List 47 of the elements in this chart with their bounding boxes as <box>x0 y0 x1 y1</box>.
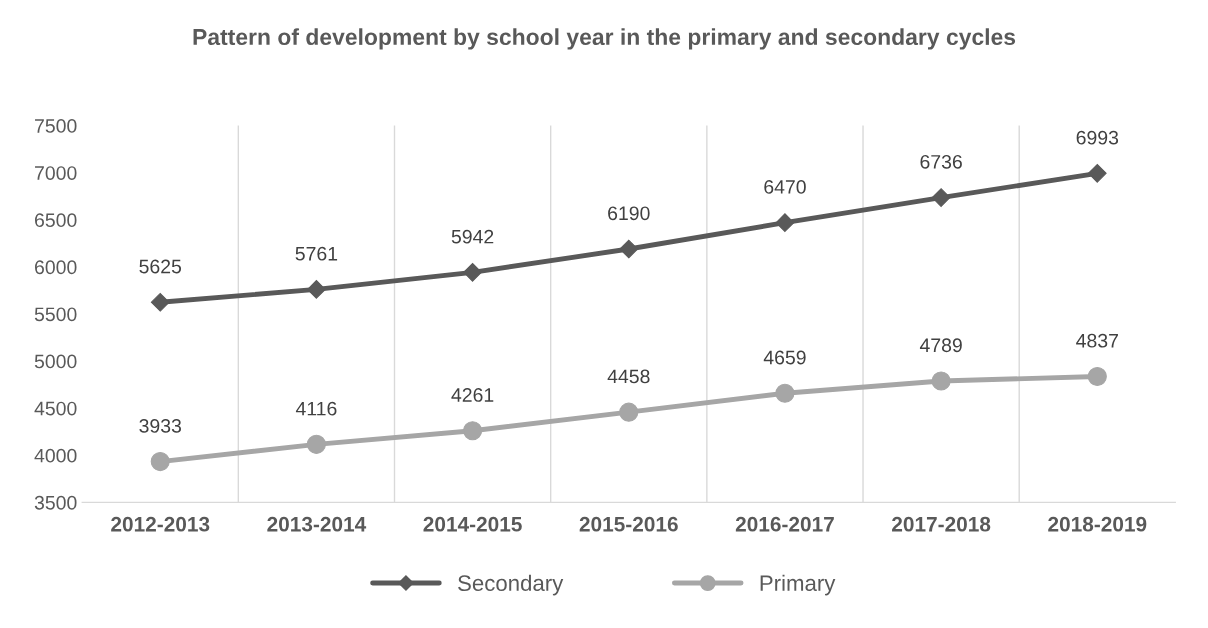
point <box>775 383 795 403</box>
point <box>931 371 951 391</box>
point <box>619 239 639 259</box>
legend-label: Secondary <box>458 574 564 596</box>
data-label: 6470 <box>764 180 806 194</box>
data-label: 4837 <box>1076 333 1118 348</box>
point <box>931 188 951 207</box>
data-label: 4659 <box>763 350 806 365</box>
data-label: 5942 <box>451 229 494 244</box>
y-tick-label: 7000 <box>35 166 77 180</box>
point <box>150 452 170 472</box>
point <box>150 292 170 312</box>
y-tick-label: 7500 <box>35 119 77 133</box>
point <box>306 434 326 454</box>
data-label: 6190 <box>608 206 650 221</box>
point <box>463 421 483 441</box>
x-tick-label: 2015-2016 <box>579 516 678 532</box>
data-label: 5625 <box>139 259 182 274</box>
data-label: 4458 <box>607 369 650 384</box>
point <box>307 280 326 299</box>
point <box>1087 366 1107 386</box>
chart-title: Pattern of development by school year in the primary and secondary cycles <box>193 28 1016 50</box>
data-label: 4261 <box>451 388 494 402</box>
data-label: 5761 <box>295 246 338 261</box>
data-label: 4116 <box>295 401 337 416</box>
x-tick-label: 2018-2019 <box>1048 516 1147 532</box>
point <box>463 263 482 282</box>
point <box>1087 164 1107 183</box>
data-label: 4789 <box>919 338 962 353</box>
y-tick-label: 4500 <box>34 401 77 416</box>
y-tick-label: 6000 <box>35 260 77 275</box>
data-label: 6993 <box>1076 130 1119 145</box>
y-tick-label: 3500 <box>34 495 77 510</box>
point <box>619 402 639 422</box>
x-tick-label: 2014-2015 <box>423 516 522 532</box>
legend-label: Primary <box>760 574 836 596</box>
x-tick-label: 2016-2017 <box>735 516 834 532</box>
data-label: 6736 <box>920 154 962 169</box>
y-tick-label: 5000 <box>34 354 77 369</box>
point <box>775 213 795 232</box>
data-label: 3933 <box>139 419 182 433</box>
y-tick-label: 5500 <box>34 307 77 322</box>
y-tick-label: 6500 <box>35 213 77 228</box>
x-tick-label: 2012-2013 <box>111 516 210 532</box>
y-tick-label: 4000 <box>34 448 77 463</box>
x-tick-label: 2013-2014 <box>267 516 367 532</box>
x-tick-label: 2017-2018 <box>892 516 991 532</box>
